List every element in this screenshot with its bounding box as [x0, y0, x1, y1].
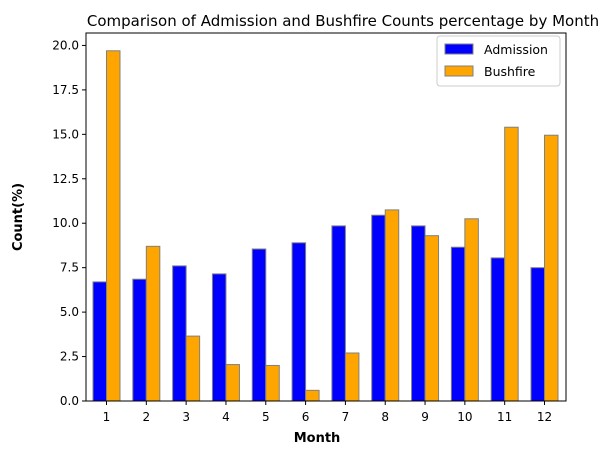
legend-swatch-admission — [444, 43, 474, 55]
bar-admission-11 — [490, 257, 506, 402]
x-tick-label: 11 — [497, 410, 512, 424]
x-tick-label: 4 — [222, 410, 230, 424]
y-tick-label: 12.5 — [52, 172, 79, 186]
y-tick-label: 0.0 — [60, 394, 79, 408]
bar-bushfire-5 — [265, 364, 280, 402]
legend-label-bushfire: Bushfire — [484, 64, 536, 79]
bar-admission-5 — [251, 248, 267, 402]
bar-bushfire-7 — [344, 352, 360, 402]
y-tick-label: 20.0 — [52, 38, 79, 52]
x-tick-label: 12 — [537, 410, 552, 424]
bar-admission-10 — [450, 246, 466, 402]
y-tick-label: 17.5 — [52, 83, 79, 97]
x-axis-ticks: 1 2 3 4 5 6 7 8 9 10 11 12 — [103, 401, 552, 424]
bar-bushfire-2 — [145, 245, 161, 402]
bar-admission-4 — [211, 273, 227, 402]
legend: Admission Bushfire — [436, 35, 561, 87]
legend-label-admission: Admission — [484, 42, 548, 57]
y-axis-ticks: 0.0 2.5 5.0 7.5 10.0 12.5 15.0 17.5 20.0 — [52, 38, 86, 408]
y-tick-label: 2.5 — [60, 350, 79, 364]
bar-admission-2 — [132, 278, 147, 402]
x-tick-label: 6 — [302, 410, 310, 424]
bar-bushfire-12 — [544, 134, 559, 402]
bar-bushfire-1 — [106, 50, 121, 402]
chart-title: Comparison of Admission and Bushfire Cou… — [87, 12, 599, 30]
y-tick-label: 5.0 — [60, 305, 79, 319]
x-tick-label: 1 — [103, 410, 111, 424]
bar-bushfire-8 — [384, 209, 400, 402]
y-axis-label: Count(%) — [11, 183, 26, 251]
bars-group — [92, 50, 559, 402]
bar-bushfire-4 — [225, 364, 240, 402]
bar-bushfire-11 — [504, 126, 519, 402]
legend-swatch-bushfire — [444, 65, 474, 77]
bar-admission-1 — [92, 281, 107, 402]
x-tick-label: 9 — [421, 410, 429, 424]
plot-frame — [85, 32, 567, 402]
y-tick-label: 10.0 — [52, 216, 79, 230]
bar-admission-7 — [331, 225, 346, 402]
bar-bushfire-6 — [305, 389, 320, 402]
bar-bushfire-10 — [464, 218, 479, 402]
bar-admission-6 — [291, 242, 307, 402]
bar-bushfire-9 — [424, 235, 440, 402]
y-tick-label: 15.0 — [52, 127, 79, 141]
bar-bushfire-3 — [185, 335, 201, 402]
x-tick-label: 7 — [342, 410, 350, 424]
x-tick-label: 8 — [381, 410, 389, 424]
x-axis-label: Month — [294, 431, 341, 446]
bar-admission-12 — [530, 267, 545, 402]
x-tick-label: 2 — [142, 410, 150, 424]
x-tick-label: 3 — [182, 410, 190, 424]
bar-admission-9 — [411, 225, 426, 402]
bar-admission-8 — [371, 214, 386, 402]
x-tick-label: 10 — [457, 410, 472, 424]
x-tick-label: 5 — [262, 410, 270, 424]
y-tick-label: 7.5 — [60, 261, 79, 275]
bar-admission-3 — [172, 265, 187, 402]
